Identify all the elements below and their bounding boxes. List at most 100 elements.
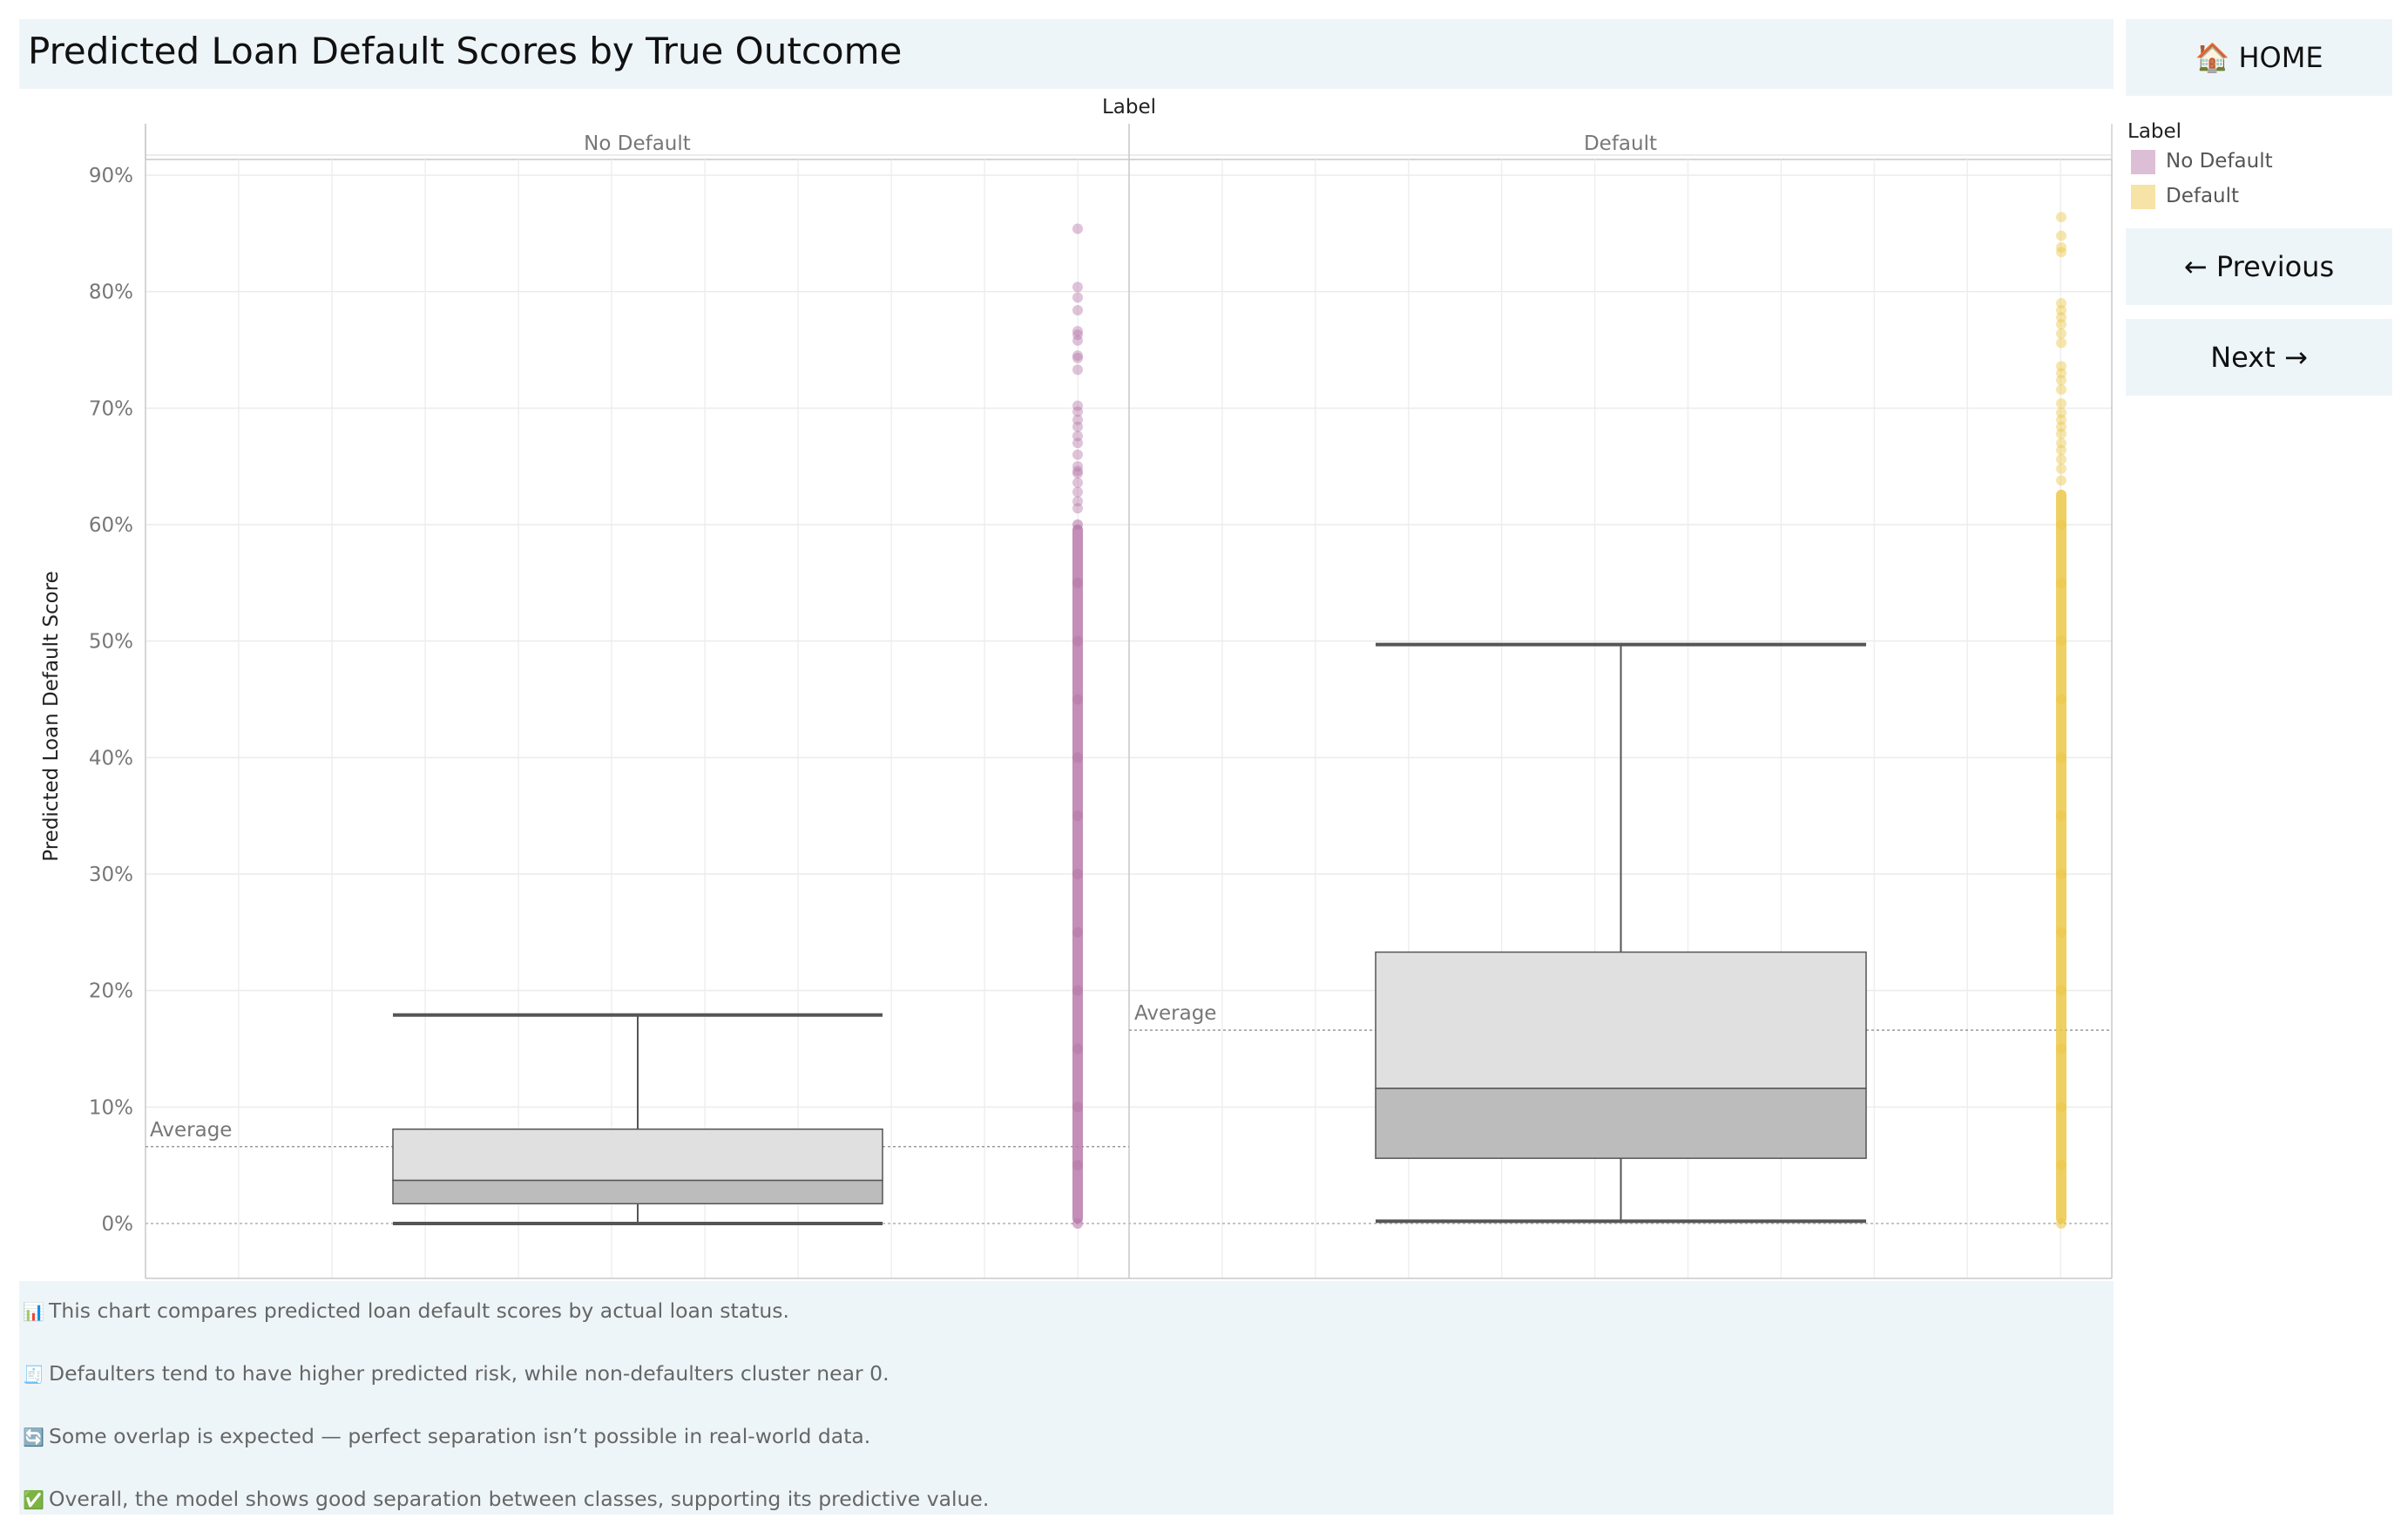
data-point [1072, 292, 1083, 303]
y-tick-label: 80% [89, 281, 133, 304]
refresh-icon: 🔄 [23, 1427, 44, 1447]
note-line: ✅ Overall, the model shows good separatio… [23, 1487, 989, 1511]
data-point [2056, 247, 2066, 258]
data-point [1072, 577, 1083, 588]
data-point [1072, 1043, 1083, 1054]
y-tick-label: 70% [89, 397, 133, 420]
note-line: 🧾 Defaulters tend to have higher predicte… [23, 1361, 889, 1386]
note-line: 🔄 Some overlap is expected — perfect sepa… [23, 1424, 870, 1448]
data-point [1072, 350, 1083, 362]
data-point [2056, 312, 2066, 323]
data-point [1072, 496, 1083, 507]
data-point [2056, 428, 2066, 439]
data-point [2056, 298, 2066, 309]
data-point [2056, 577, 2066, 588]
data-point [1072, 985, 1083, 996]
next-button[interactable]: Next → [2126, 319, 2392, 396]
data-point [2056, 519, 2066, 530]
legend: Label No Default Default [2127, 117, 2389, 221]
data-point [1072, 352, 1083, 363]
y-tick-label: 60% [89, 514, 133, 537]
data-point [2056, 444, 2066, 456]
title-bar: Predicted Loan Default Scores by True Ou… [19, 19, 2114, 89]
legend-swatch-default [2131, 185, 2155, 209]
data-point [2056, 985, 2066, 996]
data-point [2056, 752, 2066, 763]
data-point [1072, 430, 1083, 442]
legend-swatch-no-default [2131, 150, 2155, 174]
data-point [1072, 335, 1083, 346]
y-tick-label: 0% [102, 1213, 134, 1236]
note-text: This chart compares predicted loan defau… [49, 1298, 789, 1323]
data-point [2056, 230, 2066, 241]
data-point [1072, 477, 1083, 488]
data-point [1072, 449, 1083, 460]
page-title: Predicted Loan Default Scores by True Ou… [28, 30, 903, 72]
home-button[interactable]: 🏠 HOME [2126, 19, 2392, 96]
data-point [2056, 926, 2066, 938]
data-point [2056, 361, 2066, 372]
box-upper-half [392, 1128, 883, 1182]
previous-button[interactable]: ← Previous [2126, 228, 2392, 305]
legend-title: Label [2127, 120, 2182, 143]
data-point [1072, 635, 1083, 647]
data-point [1072, 461, 1083, 472]
box-lower-half [392, 1179, 883, 1205]
data-point [2056, 383, 2066, 395]
legend-label: No Default [2166, 150, 2273, 173]
data-point [1072, 223, 1083, 234]
data-point [1072, 406, 1083, 417]
receipt-icon: 🧾 [23, 1364, 44, 1385]
data-point [1072, 400, 1083, 411]
data-point [2056, 694, 2066, 705]
data-point [2056, 375, 2066, 386]
legend-label: Default [2166, 185, 2240, 207]
data-point [2056, 1218, 2066, 1229]
data-point [1072, 1102, 1083, 1113]
data-point [1072, 326, 1083, 337]
data-point [1072, 519, 1083, 530]
data-point [2056, 810, 2066, 822]
y-tick-label: 30% [89, 864, 133, 886]
data-point [2056, 305, 2066, 316]
data-point [2056, 319, 2066, 330]
data-point [2056, 241, 2066, 253]
data-point [2056, 635, 2066, 647]
note-text: Some overlap is expected — perfect separ… [49, 1424, 871, 1448]
note-text: Defaulters tend to have higher predicted… [49, 1361, 889, 1386]
average-label: Average [1134, 1002, 1216, 1025]
data-point [2056, 212, 2066, 223]
data-point [2056, 328, 2066, 339]
data-point [1072, 281, 1083, 293]
y-tick-label: 10% [89, 1096, 133, 1119]
data-point [1072, 926, 1083, 938]
data-point [1072, 329, 1083, 341]
data-point [2056, 869, 2066, 879]
y-tick-label: 50% [89, 631, 133, 654]
data-point [2056, 1160, 2066, 1171]
data-point [1072, 421, 1083, 432]
data-point [2056, 397, 2066, 409]
data-point [2056, 337, 2066, 349]
data-point [2056, 414, 2066, 425]
notes-panel: 📊 This chart compares predicted loan defa… [19, 1281, 2114, 1515]
data-point [1072, 1218, 1083, 1229]
data-point [1072, 364, 1083, 376]
data-point [2056, 1043, 2066, 1054]
y-tick-label: 20% [89, 980, 133, 1003]
data-point [1072, 869, 1083, 879]
data-point [1072, 468, 1083, 479]
box-lower-half [1375, 1088, 1867, 1159]
note-text: Overall, the model shows good separation… [49, 1487, 990, 1511]
data-point [2056, 454, 2066, 465]
data-point [1072, 465, 1083, 477]
average-label: Average [150, 1119, 232, 1142]
data-point [2056, 1102, 2066, 1113]
facet-title: Label [1102, 96, 1156, 119]
data-point [1072, 1160, 1083, 1171]
data-point [1072, 486, 1083, 498]
check-icon: ✅ [23, 1489, 44, 1510]
data-point [2056, 437, 2066, 449]
data-point [2056, 421, 2066, 432]
data-point [1072, 414, 1083, 425]
